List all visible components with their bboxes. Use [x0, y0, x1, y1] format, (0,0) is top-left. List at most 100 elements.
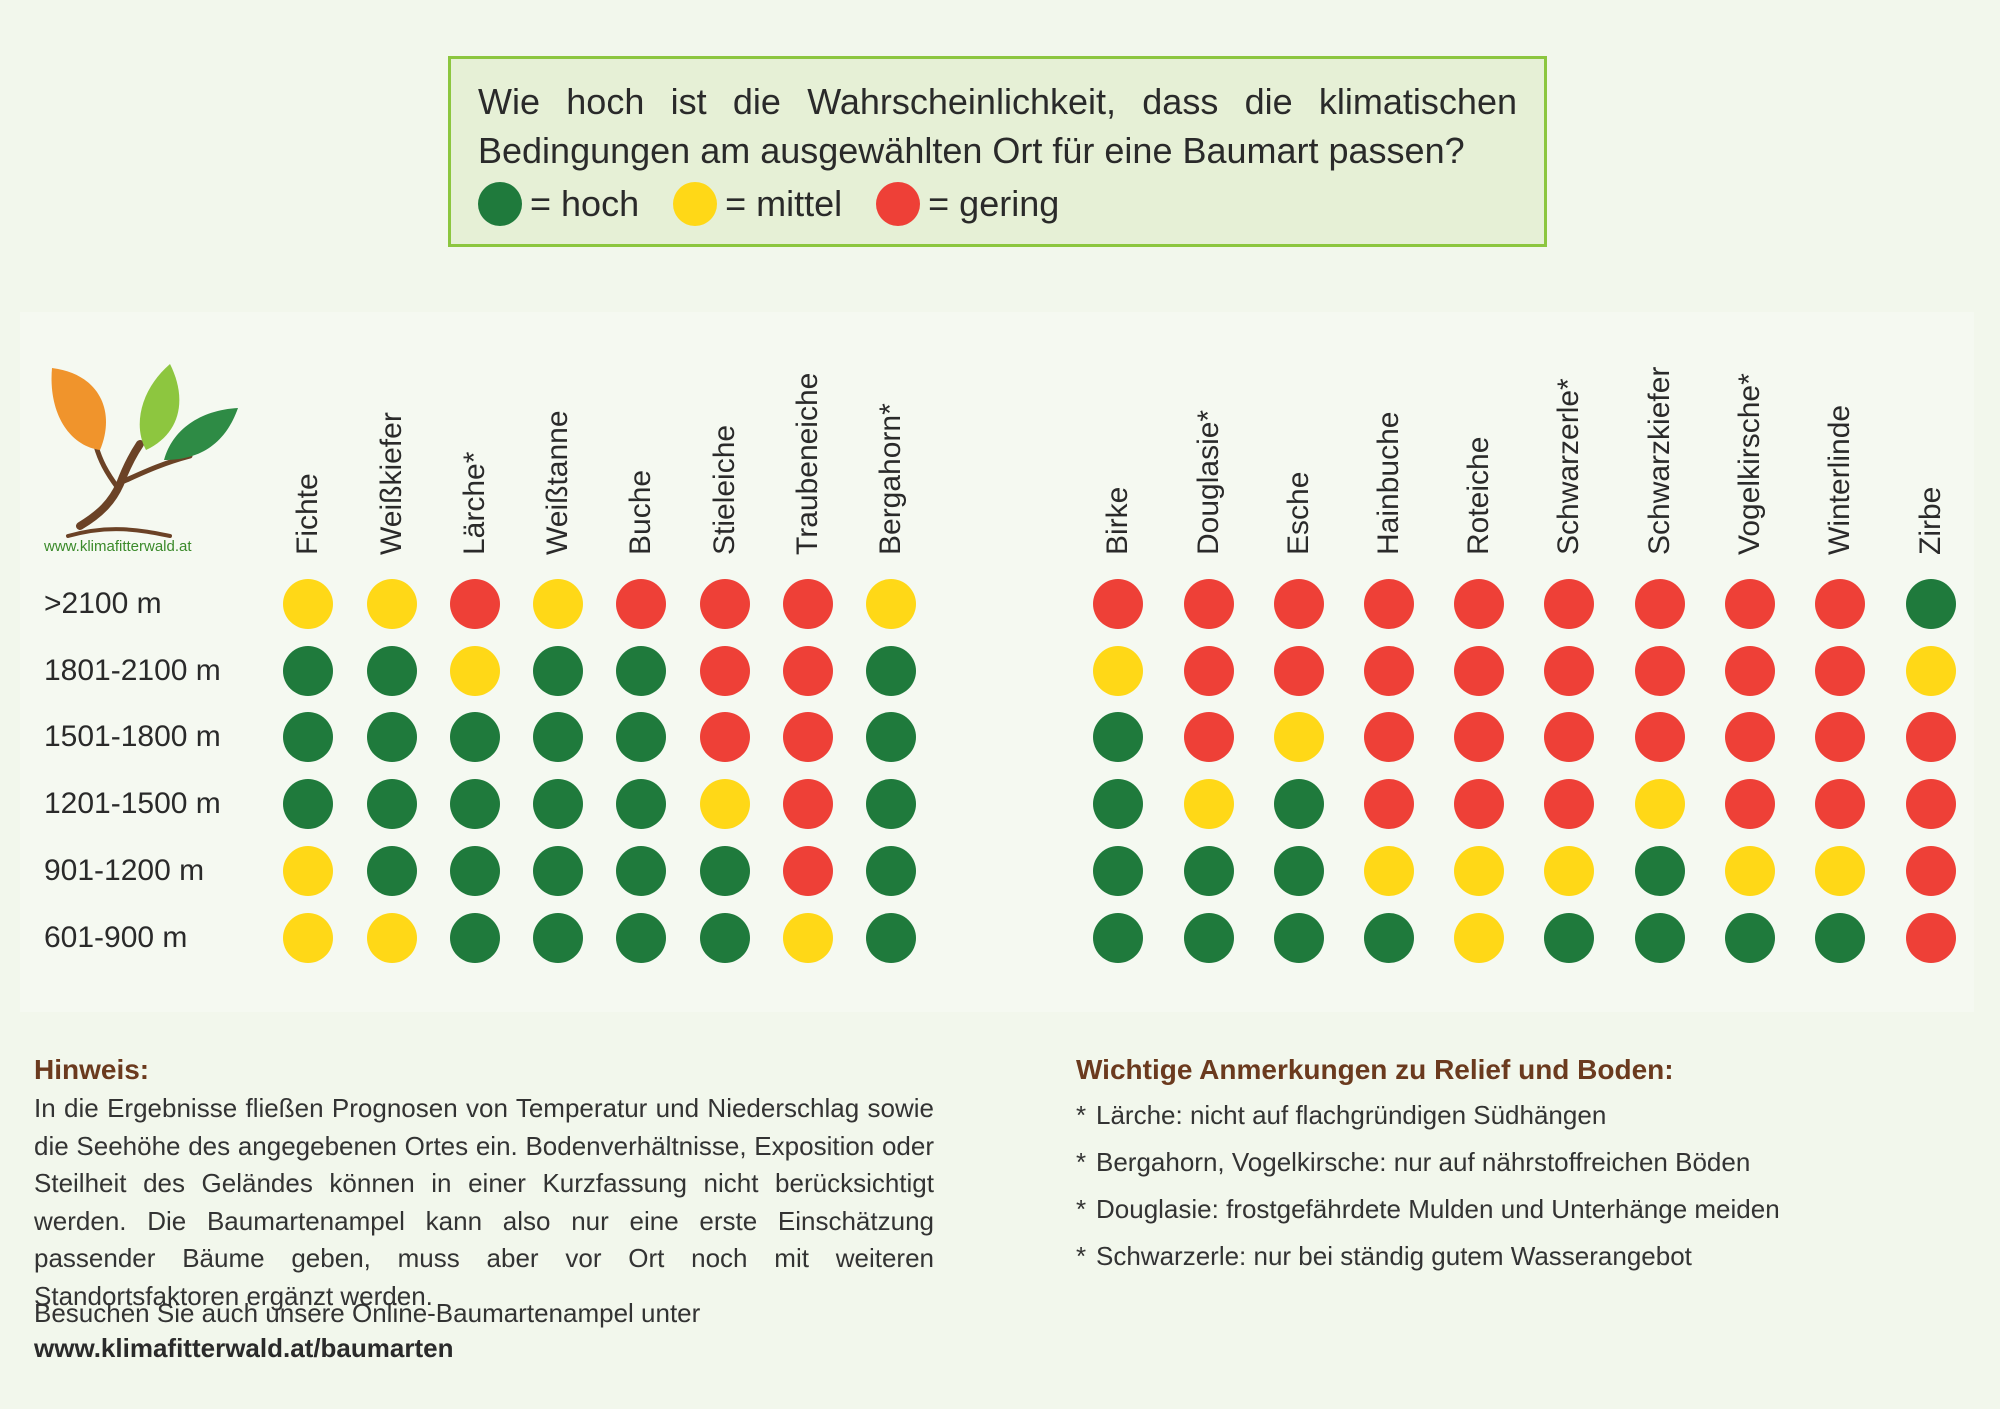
- rating-dot-mittel: [450, 646, 500, 696]
- rating-dot-gering: [1454, 779, 1504, 829]
- species-label: Hainbuche: [1372, 411, 1405, 555]
- rating-dot-gering: [1544, 712, 1594, 762]
- rating-dot-hoch: [283, 779, 333, 829]
- rating-dot-hoch: [616, 646, 666, 696]
- rating-dot-mittel: [700, 779, 750, 829]
- rating-dot-gering: [1364, 712, 1414, 762]
- rating-dot-gering: [1906, 913, 1956, 963]
- rating-dot-gering: [1364, 779, 1414, 829]
- note-item: * Bergahorn, Vogelkirsche: nur auf nährst…: [1076, 1147, 1751, 1177]
- visit-text: Besuchen Sie auch unsere Online-Baumarte…: [34, 1298, 701, 1328]
- legend-item-gering: = gering: [876, 182, 1059, 226]
- rating-dot-gering: [1725, 712, 1775, 762]
- rating-dot-gering: [450, 579, 500, 629]
- rating-dot-gering: [1544, 579, 1594, 629]
- species-label: Stieleiche: [708, 424, 741, 555]
- rating-dot-hoch: [450, 712, 500, 762]
- legend-label-gering: = gering: [928, 183, 1060, 224]
- rating-dot-mittel: [533, 579, 583, 629]
- baumarten-link[interactable]: www.klimafitterwald.at/baumarten: [34, 1333, 454, 1363]
- rating-dot-gering: [1725, 646, 1775, 696]
- legend-label-hoch: = hoch: [530, 183, 640, 224]
- elevation-label: 1801-2100 m: [44, 654, 221, 687]
- note-item: * Lärche: nicht auf flachgründigen Südhän…: [1076, 1100, 1607, 1130]
- rating-dot-hoch: [1274, 846, 1324, 896]
- rating-dot-gering: [1093, 579, 1143, 629]
- rating-dot-gering: [700, 579, 750, 629]
- rating-dot-hoch: [866, 712, 916, 762]
- question-text: Wie hoch ist die Wahrscheinlichkeit, das…: [478, 81, 1517, 171]
- rating-dot-hoch: [450, 846, 500, 896]
- rating-dot-mittel: [1725, 846, 1775, 896]
- rating-dot-mittel: [1635, 779, 1685, 829]
- rating-dot-gering: [1815, 646, 1865, 696]
- legend-dot-gering: [876, 182, 921, 226]
- rating-dot-gering: [1454, 579, 1504, 629]
- hint-text: In die Ergebnisse fließen Prognosen von …: [34, 1093, 934, 1311]
- rating-dot-mittel: [283, 913, 333, 963]
- notes-heading: Wichtige Anmerkungen zu Relief und Boden…: [1076, 1054, 1674, 1085]
- rating-dot-gering: [1635, 712, 1685, 762]
- note-text: Bergahorn, Vogelkirsche: nur auf nährsto…: [1096, 1147, 1751, 1177]
- rating-dot-hoch: [1364, 913, 1414, 963]
- rating-dot-hoch: [1815, 913, 1865, 963]
- rating-dot-hoch: [1093, 712, 1143, 762]
- rating-dot-hoch: [1544, 913, 1594, 963]
- rating-dot-hoch: [367, 712, 417, 762]
- rating-dot-hoch: [866, 846, 916, 896]
- rating-dot-hoch: [450, 913, 500, 963]
- rating-dot-mittel: [1184, 779, 1234, 829]
- species-label: Birke: [1101, 486, 1134, 555]
- rating-dot-gering: [783, 779, 833, 829]
- rating-dot-hoch: [616, 712, 666, 762]
- legend-item-hoch: = hoch: [478, 182, 639, 226]
- elevation-label: 1201-1500 m: [44, 787, 221, 820]
- rating-dot-gering: [1906, 712, 1956, 762]
- rating-dot-mittel: [783, 913, 833, 963]
- rating-dot-mittel: [1906, 646, 1956, 696]
- rating-dot-hoch: [1093, 846, 1143, 896]
- rating-dot-hoch: [866, 779, 916, 829]
- hint-heading: Hinweis:: [34, 1054, 150, 1085]
- species-label: Fichte: [291, 473, 324, 555]
- rating-dot-hoch: [1093, 913, 1143, 963]
- note-item: * Douglasie: frostgefährdete Mulden und U…: [1076, 1194, 1780, 1224]
- rating-dot-hoch: [1635, 913, 1685, 963]
- note-text: Schwarzerle: nur bei ständig gutem Wasse…: [1096, 1241, 1692, 1271]
- rating-dot-hoch: [367, 779, 417, 829]
- rating-dot-hoch: [866, 646, 916, 696]
- species-label: Weißkiefer: [375, 412, 408, 555]
- species-label: Schwarzkiefer: [1643, 366, 1676, 555]
- legend-item-mittel: = mittel: [673, 182, 842, 226]
- rating-dot-gering: [1725, 779, 1775, 829]
- species-label: Bergahorn*: [874, 403, 907, 555]
- rating-dot-gering: [783, 846, 833, 896]
- rating-dot-hoch: [533, 913, 583, 963]
- species-label: Traubeneiche: [791, 372, 824, 555]
- rating-dot-gering: [1184, 646, 1234, 696]
- rating-dot-mittel: [1274, 712, 1324, 762]
- rating-dot-mittel: [283, 579, 333, 629]
- rating-dot-hoch: [533, 846, 583, 896]
- rating-dot-hoch: [1274, 913, 1324, 963]
- rating-dot-hoch: [283, 712, 333, 762]
- rating-dot-mittel: [1815, 846, 1865, 896]
- rating-dot-hoch: [866, 913, 916, 963]
- question-box: Wie hoch ist die Wahrscheinlichkeit, das…: [448, 56, 1547, 247]
- rating-dot-hoch: [533, 712, 583, 762]
- rating-dot-mittel: [1544, 846, 1594, 896]
- legend-dot-hoch: [478, 182, 522, 226]
- rating-dot-mittel: [367, 913, 417, 963]
- rating-dot-gering: [1725, 579, 1775, 629]
- elevation-label: 901-1200 m: [44, 854, 205, 887]
- rating-dot-hoch: [450, 779, 500, 829]
- elevation-label: 601-900 m: [44, 921, 188, 954]
- elevation-label: >2100 m: [44, 587, 162, 620]
- species-label: Roteiche: [1462, 436, 1495, 555]
- note-item: * Schwarzerle: nur bei ständig gutem Wass…: [1076, 1241, 1692, 1271]
- rating-dot-gering: [1364, 646, 1414, 696]
- species-label: Buche: [624, 469, 657, 555]
- rating-dot-hoch: [1274, 779, 1324, 829]
- species-label: Zirbe: [1914, 486, 1947, 555]
- rating-dot-mittel: [1364, 846, 1414, 896]
